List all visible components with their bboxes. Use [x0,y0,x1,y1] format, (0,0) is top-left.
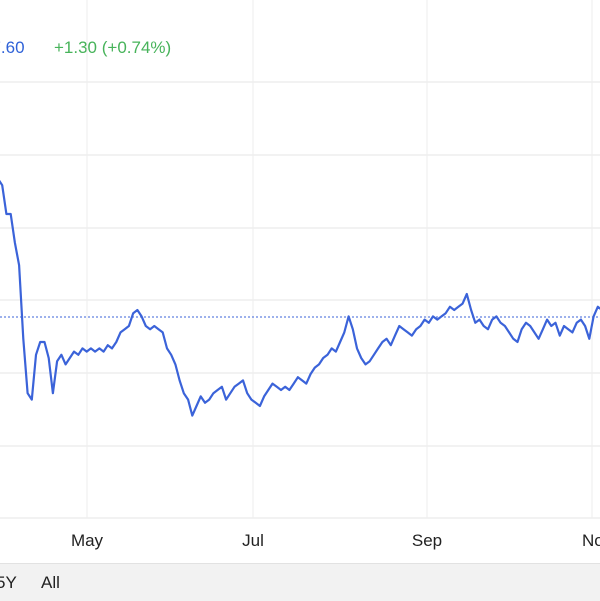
x-tick-label: Jul [242,531,264,550]
x-tick-label: May [71,531,104,550]
current-price: 77.60 [0,38,25,57]
range-all-button[interactable]: All [41,573,60,592]
x-tick-label: Sep [412,531,442,550]
x-tick-label: No [582,531,600,550]
range-5y-button[interactable]: 5Y [0,573,17,592]
gridlines [0,0,600,519]
price-chart: May Jul Sep No [0,0,600,550]
price-change: +1.30 (+0.74%) [54,38,172,57]
price-line [0,179,600,417]
x-axis-ticks: May Jul Sep No [71,531,600,550]
range-selector: 5Y All [0,563,600,601]
